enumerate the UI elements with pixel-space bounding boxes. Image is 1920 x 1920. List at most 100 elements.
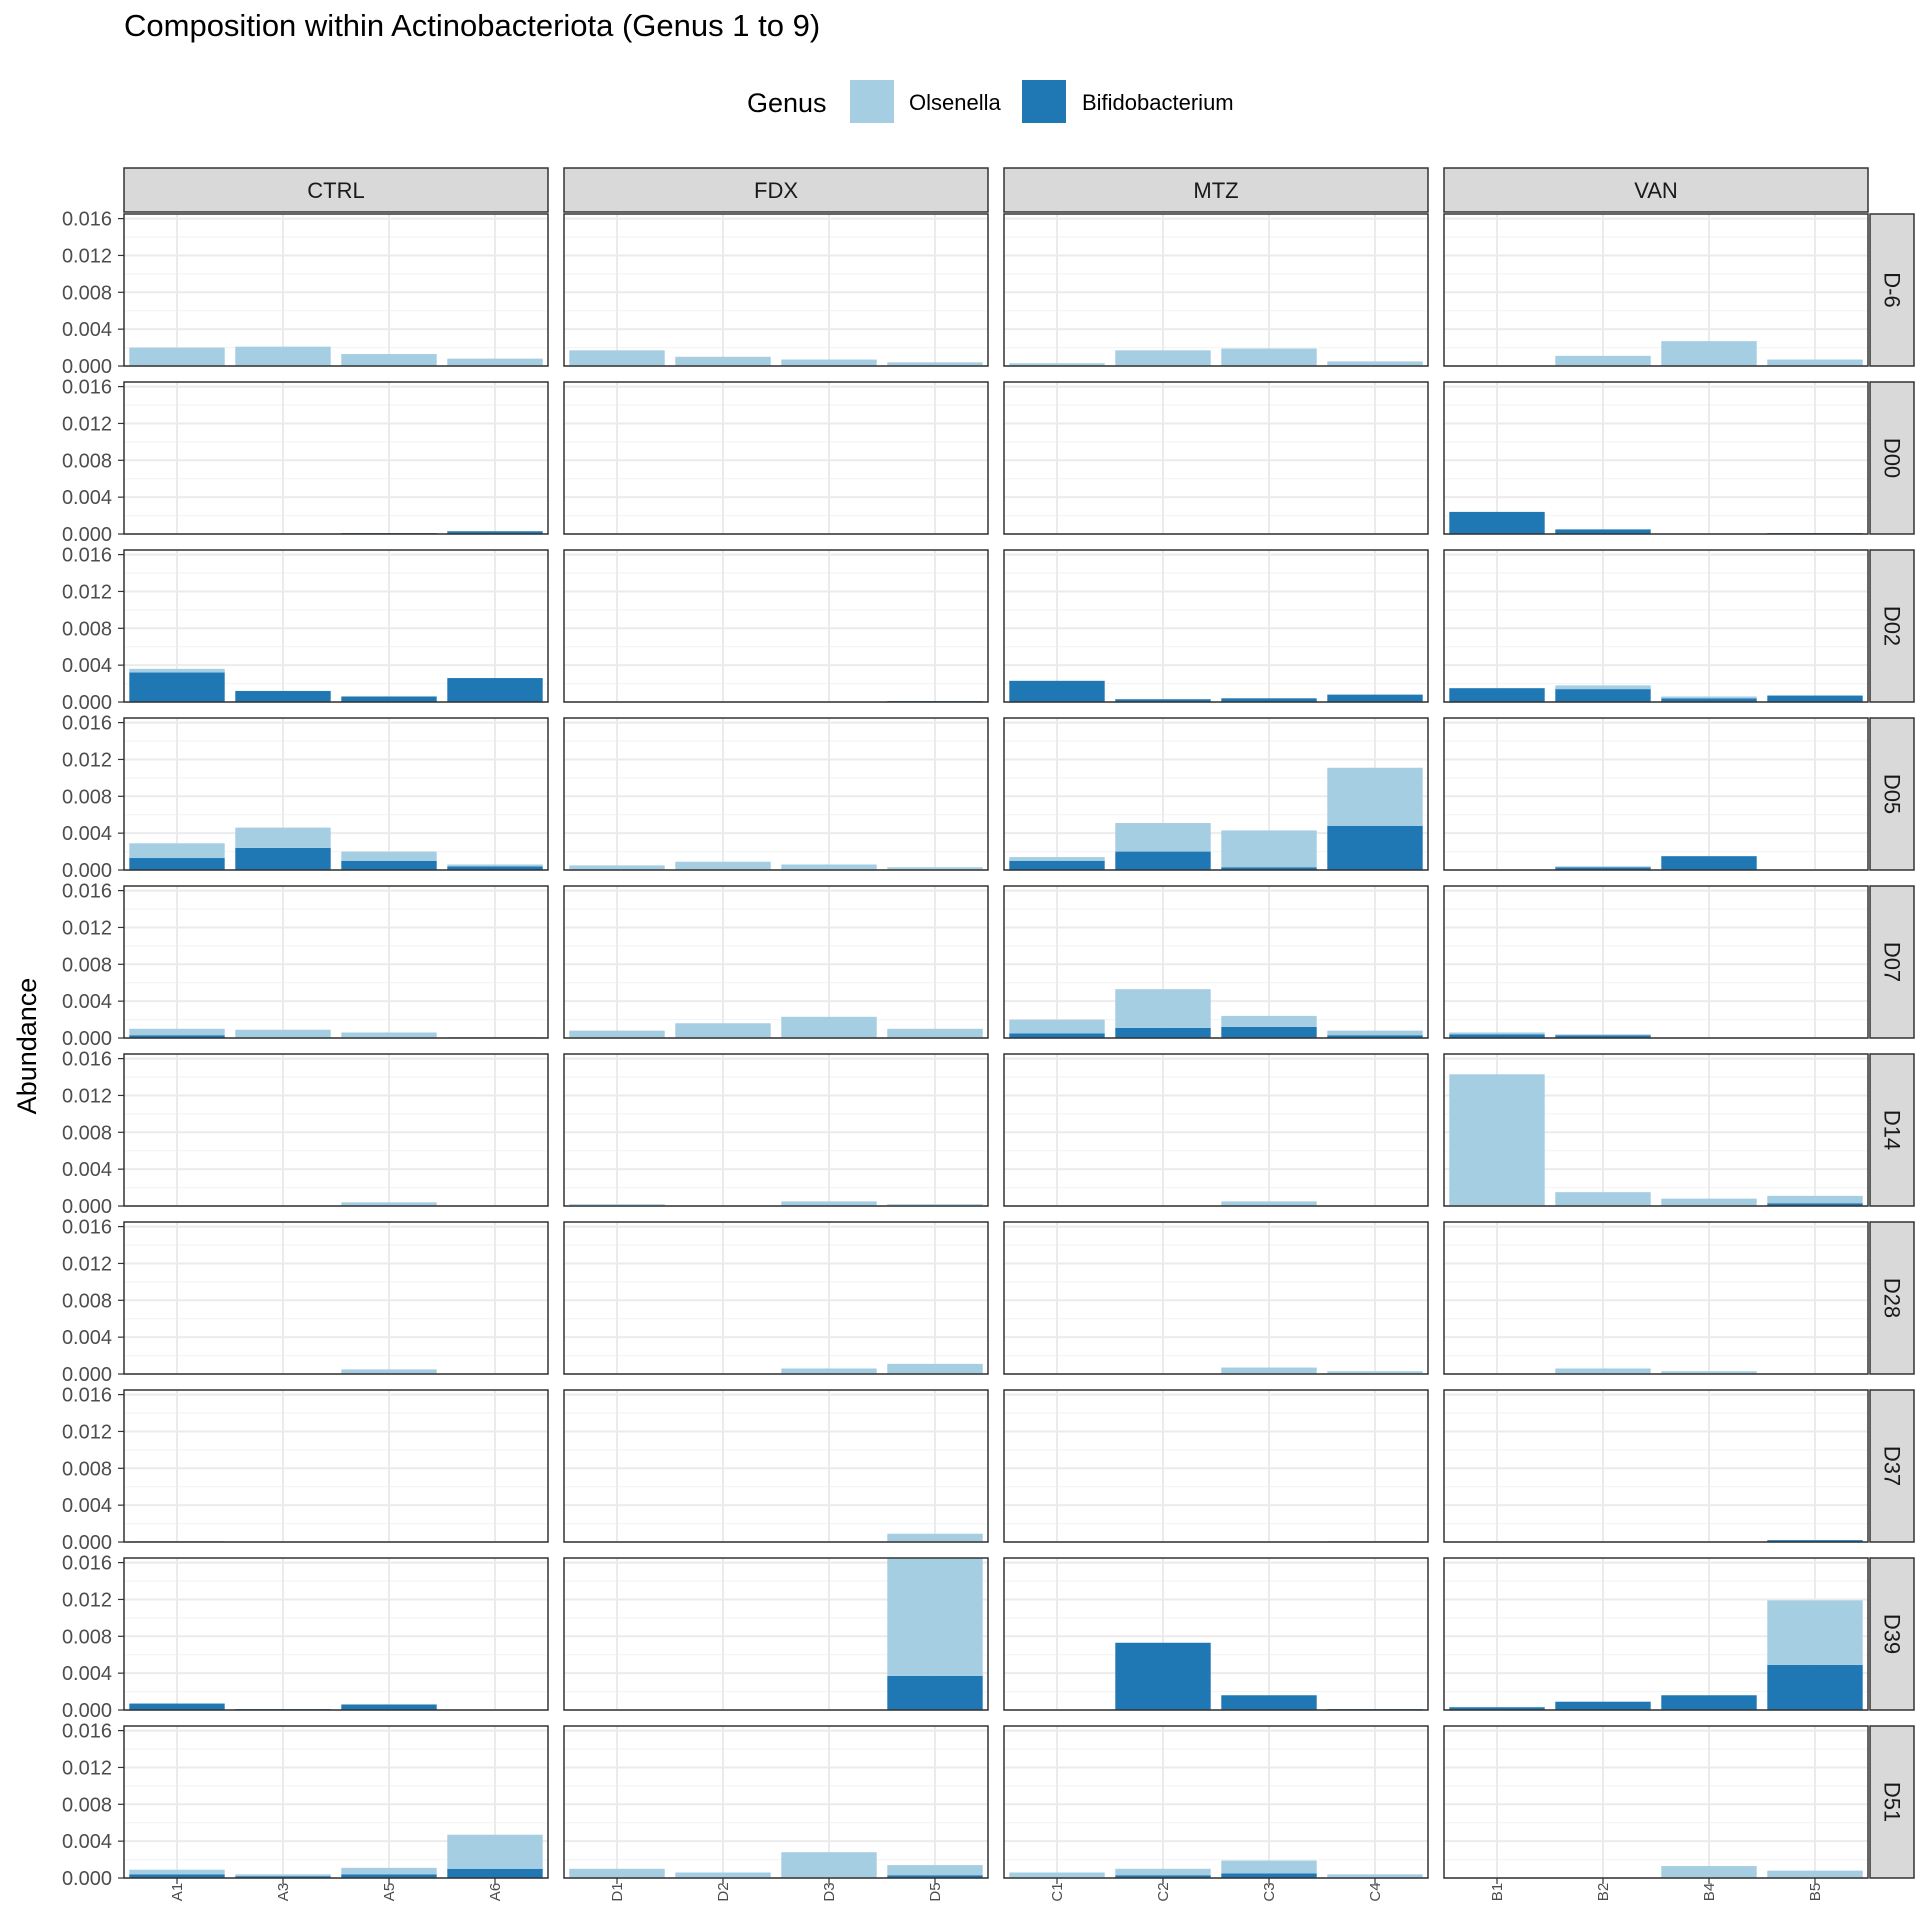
legend-label-bifidobacterium: Bifidobacterium <box>1082 90 1234 115</box>
panel-background <box>1444 886 1868 1038</box>
y-tick-label: 0.000 <box>62 1532 112 1554</box>
panel-background <box>1004 1222 1428 1374</box>
panel-background <box>124 886 548 1038</box>
bar-olsenella-d51-b5 <box>1767 1870 1863 1878</box>
bar-bifidobacterium-d39-d5 <box>887 1675 983 1710</box>
y-tick-label: 0.016 <box>62 1049 112 1071</box>
panel-border <box>563 549 989 703</box>
bar-olsenella-d-6-a6 <box>447 358 543 366</box>
y-tick-label: 0.008 <box>62 954 112 976</box>
bar-olsenella-d-6-c2 <box>1115 350 1211 366</box>
panel-border <box>1003 1725 1429 1879</box>
y-tick-label: 0.008 <box>62 786 112 808</box>
bar-bifidobacterium-d05-a3 <box>235 847 331 870</box>
y-tick-label: 0.000 <box>62 692 112 714</box>
y-tick-label: 0.012 <box>62 917 112 939</box>
bar-bifidobacterium-d07-c3 <box>1221 1026 1317 1038</box>
bar-bifidobacterium-d02-a5 <box>341 696 437 702</box>
bar-olsenella-d07-d3 <box>781 1016 877 1038</box>
bar-olsenella-d05-c4 <box>1327 767 1423 826</box>
facet-strip-label-fdx: FDX <box>754 178 798 203</box>
bar-olsenella-d28-b2 <box>1555 1368 1651 1374</box>
panel-border <box>1003 717 1429 871</box>
bar-olsenella-d-6-c1 <box>1009 363 1105 366</box>
panel-background <box>1444 214 1868 366</box>
y-tick-label: 0.000 <box>62 1868 112 1890</box>
panel-border <box>1443 549 1869 703</box>
bar-olsenella-d14-a5 <box>341 1202 437 1206</box>
bar-bifidobacterium-d05-b4 <box>1661 856 1757 870</box>
bar-bifidobacterium-d51-a5 <box>341 1874 437 1878</box>
panel-border <box>563 885 989 1039</box>
y-tick-label: 0.000 <box>62 860 112 882</box>
y-tick-label: 0.000 <box>62 1028 112 1050</box>
bar-olsenella-d51-a5 <box>341 1867 437 1875</box>
y-tick-label: 0.008 <box>62 282 112 304</box>
bar-bifidobacterium-d02-b5 <box>1767 695 1863 702</box>
bar-olsenella-d14-b2 <box>1555 1192 1651 1206</box>
panel-background <box>564 1054 988 1206</box>
bar-olsenella-d05-a1 <box>129 843 225 859</box>
panel-background <box>1444 1390 1868 1542</box>
bar-olsenella-d51-b4 <box>1661 1866 1757 1878</box>
bar-olsenella-d28-b4 <box>1661 1371 1757 1374</box>
facet-row-label-d-6: D-6 <box>1880 272 1905 307</box>
panel-border <box>563 1725 989 1879</box>
bar-bifidobacterium-d39-b1 <box>1449 1707 1545 1710</box>
bar-bifidobacterium-d39-c3 <box>1221 1695 1317 1710</box>
bar-bifidobacterium-d07-a1 <box>129 1035 225 1038</box>
facet-row-strip-d07 <box>1869 885 1915 1039</box>
bar-olsenella-d28-c3 <box>1221 1367 1317 1374</box>
facet-row-label-d05: D05 <box>1880 774 1905 814</box>
bar-bifidobacterium-d39-a5 <box>341 1704 437 1710</box>
panel-background <box>564 1726 988 1878</box>
bar-bifidobacterium-d07-c2 <box>1115 1027 1211 1038</box>
bar-olsenella-d28-a5 <box>341 1369 437 1374</box>
x-tick-label-b1: B1 <box>1489 1883 1506 1901</box>
facet-row-label-d00: D00 <box>1880 438 1905 478</box>
bar-olsenella-d07-a3 <box>235 1029 331 1038</box>
panel-background <box>564 214 988 366</box>
panel-border <box>123 1725 549 1879</box>
bar-bifidobacterium-d39-a1 <box>129 1703 225 1710</box>
bar-olsenella-d05-c3 <box>1221 830 1317 868</box>
panel-border <box>1003 1221 1429 1375</box>
facet-row-strip-d39 <box>1869 1557 1915 1711</box>
bar-bifidobacterium-d02-c1 <box>1009 680 1105 702</box>
bar-bifidobacterium-d00-b2 <box>1555 529 1651 534</box>
panel-border <box>1443 1053 1869 1207</box>
panel-border <box>123 1053 549 1207</box>
bar-bifidobacterium-d02-c4 <box>1327 694 1423 702</box>
panel-border <box>1003 1557 1429 1711</box>
y-tick-label: 0.004 <box>62 1663 112 1685</box>
bar-bifidobacterium-d07-c4 <box>1327 1035 1423 1038</box>
y-tick-label: 0.000 <box>62 1364 112 1386</box>
bar-olsenella-d14-d3 <box>781 1201 877 1206</box>
panel-background <box>124 1390 548 1542</box>
bar-bifidobacterium-d39-b4 <box>1661 1695 1757 1710</box>
bar-bifidobacterium-d51-a6 <box>447 1868 543 1878</box>
bar-olsenella-d07-d5 <box>887 1028 983 1038</box>
x-tick-label-a1: A1 <box>169 1883 186 1901</box>
y-tick-label: 0.016 <box>62 209 112 231</box>
panel-background <box>1004 1726 1428 1878</box>
bar-olsenella-d51-a1 <box>129 1869 225 1875</box>
y-tick-label: 0.012 <box>62 1757 112 1779</box>
y-tick-label: 0.008 <box>62 1626 112 1648</box>
bar-olsenella-d-6-d5 <box>887 362 983 366</box>
bar-olsenella-d14-b4 <box>1661 1198 1757 1206</box>
y-tick-label: 0.008 <box>62 1458 112 1480</box>
bar-bifidobacterium-d05-a1 <box>129 858 225 870</box>
bar-olsenella-d02-b2 <box>1555 685 1651 690</box>
facet-row-label-d14: D14 <box>1880 1110 1905 1150</box>
bar-bifidobacterium-d14-b5 <box>1767 1203 1863 1206</box>
panel-border <box>1003 549 1429 703</box>
bar-olsenella-d14-c3 <box>1221 1201 1317 1206</box>
bar-olsenella-d51-c4 <box>1327 1874 1423 1878</box>
bar-olsenella-d07-a5 <box>341 1032 437 1038</box>
y-tick-label: 0.016 <box>62 1553 112 1575</box>
x-tick-label-d1: D1 <box>609 1882 626 1901</box>
bar-olsenella-d05-b2 <box>1555 866 1651 868</box>
bar-bifidobacterium-d00-b1 <box>1449 511 1545 534</box>
bar-olsenella-d07-b1 <box>1449 1032 1545 1035</box>
